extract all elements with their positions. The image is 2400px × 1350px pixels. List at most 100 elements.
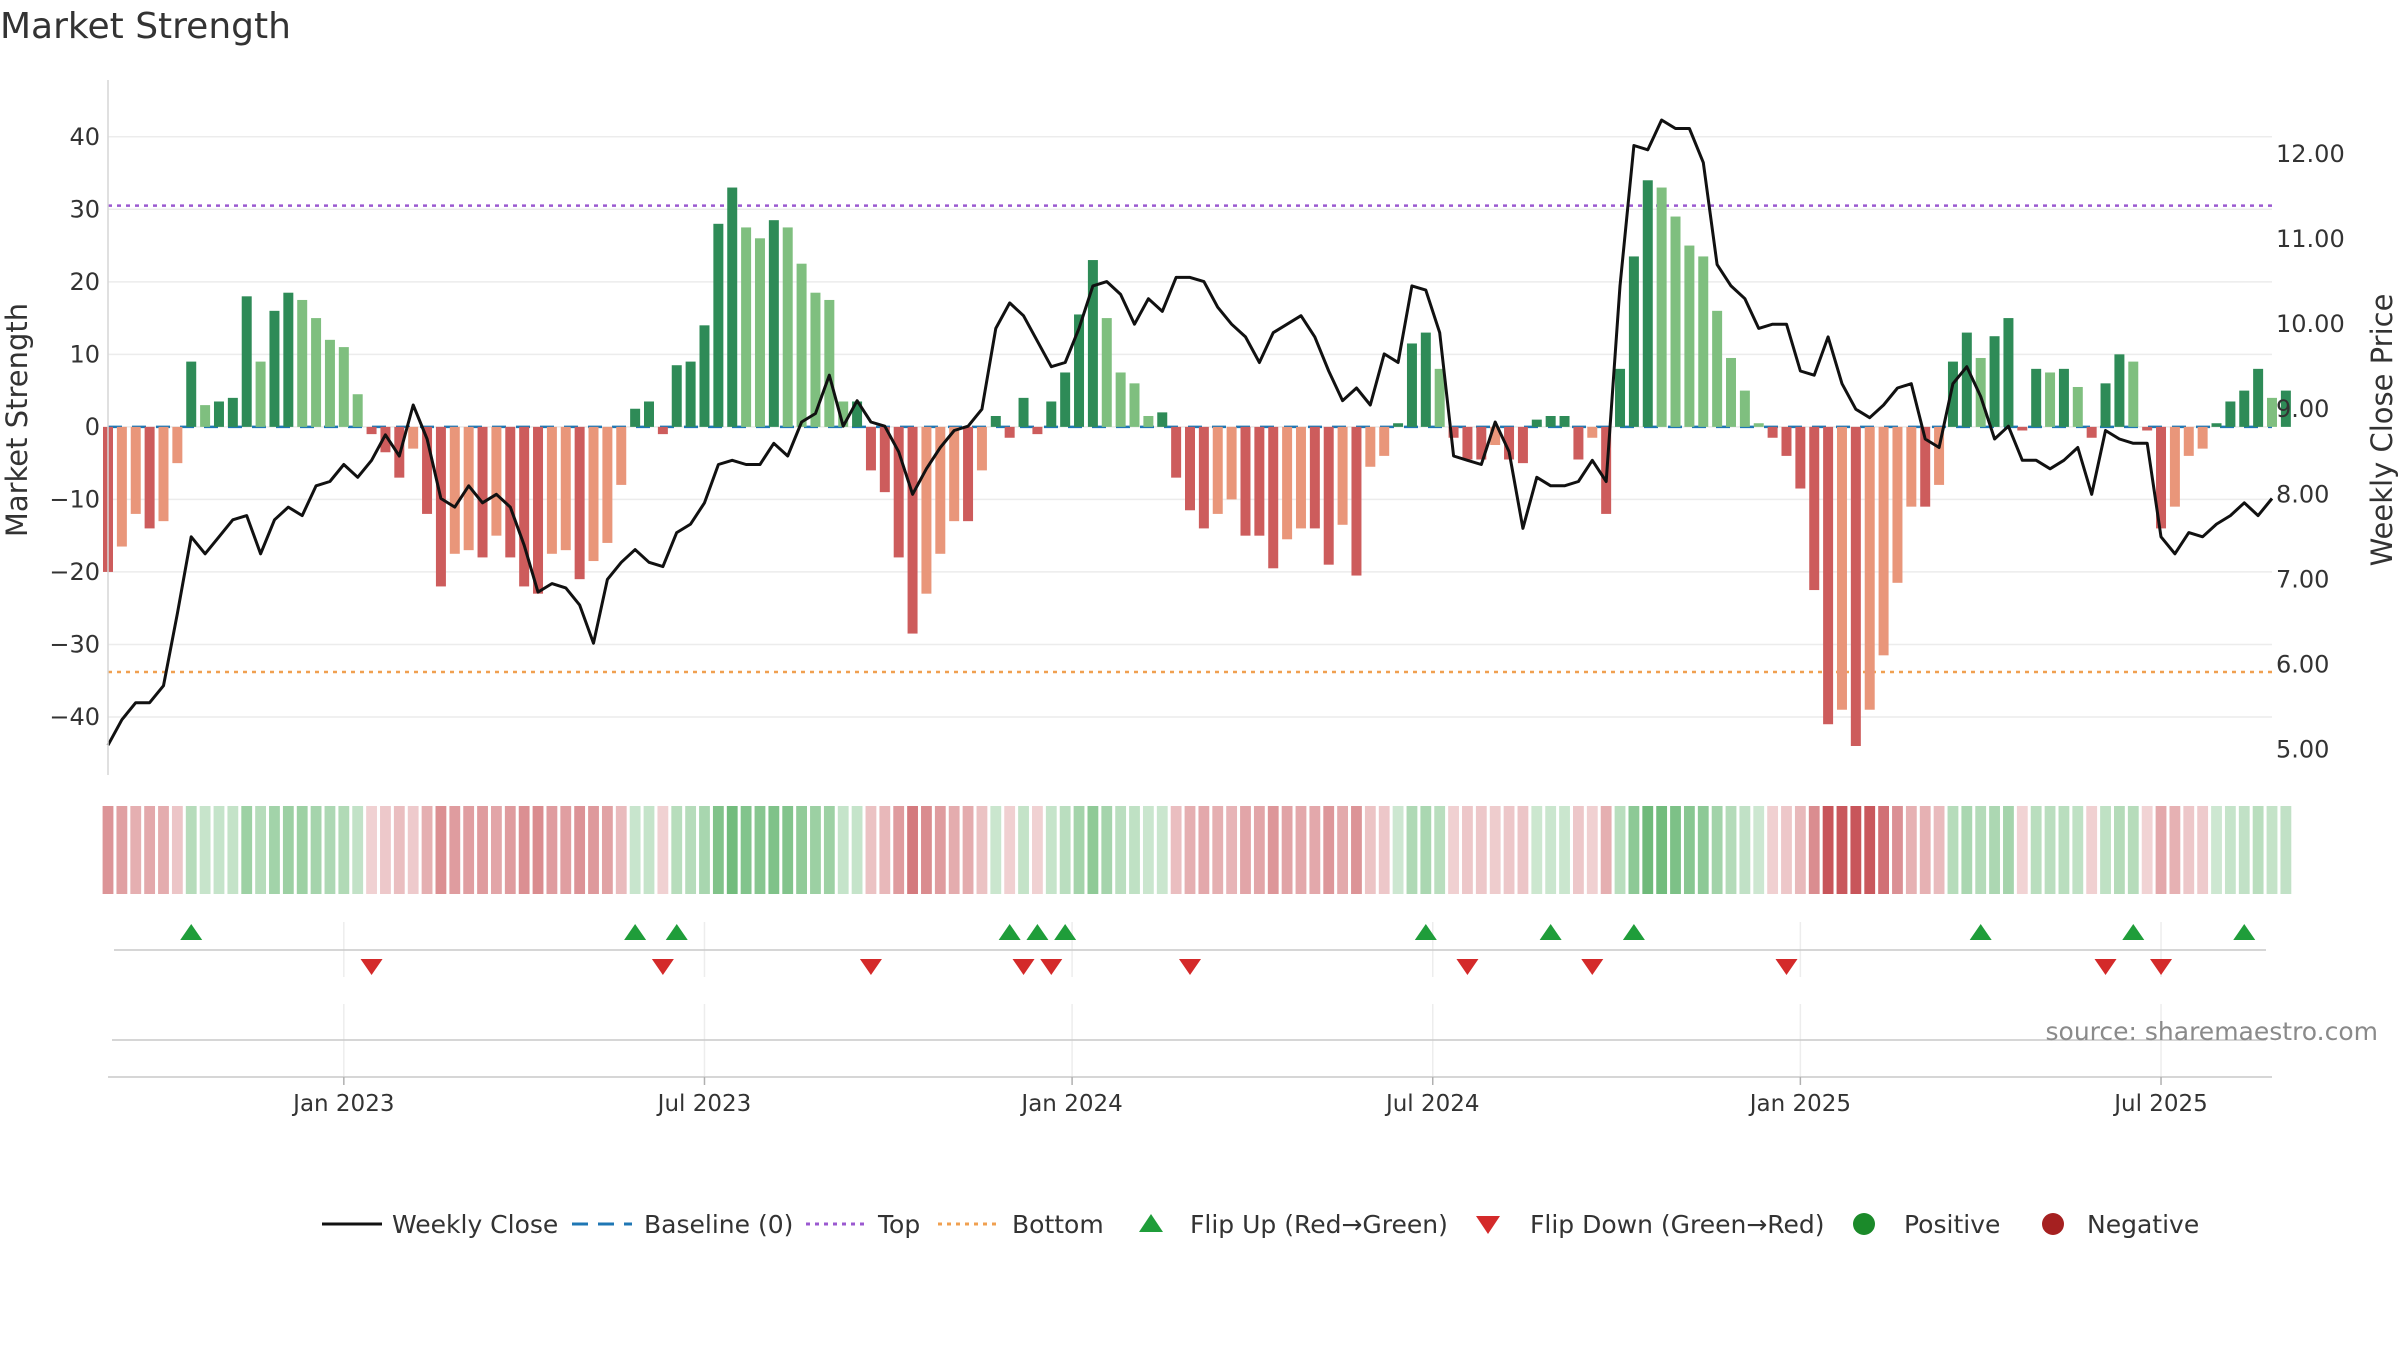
strip-cell (1697, 806, 1709, 894)
strip-cell (1226, 806, 1238, 894)
y2-tick-label: 12.00 (2276, 140, 2345, 168)
legend-swatch-positive (1853, 1213, 1875, 1235)
strength-bar (2072, 386, 2083, 427)
strength-bar (1712, 310, 1723, 427)
strength-bar (1185, 426, 1195, 511)
strip-cell (1406, 806, 1418, 894)
strip-cell (1087, 806, 1099, 894)
strip-cell (976, 806, 988, 894)
x-tick-label: Jan 2025 (1748, 1091, 1851, 1117)
strip-cell (1725, 806, 1737, 894)
flip-down-marker (1012, 959, 1035, 975)
strength-bar (158, 426, 169, 522)
strip-cell (754, 806, 766, 894)
strength-bar (921, 426, 932, 594)
strip-cell (1559, 806, 1570, 894)
strength-bar (1961, 332, 1972, 427)
strength-bar (1101, 318, 1112, 427)
strength-bar (1698, 256, 1709, 427)
strength-bar (408, 426, 419, 449)
y-tick-label: −30 (49, 630, 100, 658)
strip-cell (921, 806, 932, 894)
strength-bar (1351, 426, 1362, 576)
strength-bar (1143, 415, 1154, 427)
strip-cell (2044, 806, 2056, 894)
strength-bar (2058, 368, 2069, 427)
strength-bar (1504, 426, 1515, 460)
strip-cell (1794, 806, 1806, 894)
strip-cell (726, 806, 738, 894)
y2-tick-label: 11.00 (2276, 225, 2345, 253)
x-axis: Jan 2023 Jul 2023 Jan 2024 Jul 2024 Jan 2025… (291, 1077, 2208, 1117)
strength-bar (2169, 426, 2180, 507)
y2-tick-label: 6.00 (2276, 650, 2329, 678)
strength-bar (852, 401, 863, 427)
strip-cell (893, 806, 905, 894)
strip-cell (1614, 806, 1626, 894)
strip-cell (477, 806, 488, 894)
strip-cell (504, 806, 516, 894)
strength-bar (1462, 426, 1473, 460)
strip-cell (241, 806, 253, 894)
strip-cell (1808, 806, 1820, 894)
y-tick-label: 10 (69, 340, 100, 368)
strip-cell (1739, 806, 1751, 894)
strip-cell (740, 806, 752, 894)
strip-cell (1628, 806, 1640, 894)
flip-down-marker (2150, 959, 2173, 975)
strength-bar (324, 339, 335, 427)
strip-cell (1933, 806, 1945, 894)
source-credit: source: sharemaestro.com (2046, 1017, 2379, 1046)
strength-bar (422, 426, 433, 514)
strip-cell (1600, 806, 1612, 894)
strip-cell (1753, 806, 1765, 894)
strength-bar (1379, 426, 1390, 456)
heat-strip (102, 806, 2292, 894)
strip-cell (463, 806, 475, 894)
strip-cell (810, 806, 821, 894)
strip-cell (116, 806, 128, 894)
strength-bar (1212, 426, 1223, 514)
strip-cell (532, 806, 544, 894)
strip-cell (2183, 806, 2195, 894)
strip-cell (657, 806, 669, 894)
strength-bar (935, 426, 946, 554)
strength-bar (644, 401, 654, 427)
strip-cell (934, 806, 946, 894)
strength-bar (2156, 426, 2167, 529)
flip-down-marker (651, 959, 674, 975)
strip-cell (1670, 806, 1681, 894)
strength-bar (2128, 361, 2139, 427)
strip-cell (1905, 806, 1917, 894)
flip-up-marker (180, 924, 203, 940)
flip-up-marker (1969, 924, 1992, 940)
strip-cell (1683, 806, 1695, 894)
strength-bar (1115, 372, 1126, 427)
strip-cell (199, 806, 211, 894)
strip-cell (1364, 806, 1376, 894)
strip-cell (185, 806, 197, 894)
strength-bar (1545, 415, 1556, 427)
strength-bar (1309, 426, 1320, 529)
strength-bar (671, 365, 682, 427)
strip-cell (1045, 806, 1057, 894)
strip-cell (1378, 806, 1390, 894)
strip-cell (671, 806, 683, 894)
strength-bar (616, 426, 627, 485)
strength-bar (1018, 397, 1029, 427)
strip-cell (1517, 806, 1529, 894)
x-tick-label: Jul 2023 (656, 1091, 752, 1117)
y-axis-label: Market Strength (0, 303, 34, 537)
strip-cell (1337, 806, 1348, 894)
legend: Weekly Close Baseline (0) Top Bottom Flip Up… (322, 1210, 2199, 1239)
strip-cell (1129, 806, 1140, 894)
strip-cell (1850, 806, 1862, 894)
strength-bar (1240, 426, 1251, 536)
strength-bar (297, 299, 308, 427)
strength-bar (435, 426, 446, 587)
strip-cell (2030, 806, 2042, 894)
strength-bar (838, 401, 849, 427)
strength-bar (1087, 260, 1098, 427)
strength-bar (1684, 245, 1695, 427)
strip-cell (560, 806, 572, 894)
